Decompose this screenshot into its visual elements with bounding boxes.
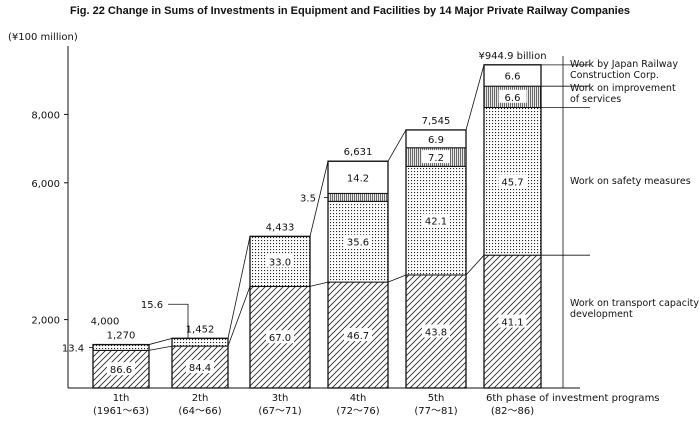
bar-segment-services bbox=[327, 192, 389, 202]
bar-total-label: 7,545 bbox=[422, 116, 451, 127]
segment-label-bg bbox=[422, 131, 450, 145]
chart-title: Fig. 22 Change in Sums of Investments in… bbox=[70, 5, 630, 17]
segment-value-label: 33.0 bbox=[269, 257, 291, 268]
bar-total-label: 6,631 bbox=[344, 147, 373, 158]
x-category-period: (77～81) bbox=[414, 406, 457, 417]
x-category-period: (1961～63) bbox=[93, 406, 149, 417]
segment-label-bg bbox=[422, 324, 450, 338]
segment-value-label: 43.8 bbox=[425, 327, 447, 338]
segment-label-bg bbox=[344, 170, 372, 184]
bar-outline bbox=[249, 235, 311, 389]
y-tick-label: 8,000 bbox=[31, 110, 60, 121]
legend-label: Work on improvement of services bbox=[570, 83, 676, 105]
bar-segment-safety bbox=[171, 337, 229, 347]
x-category-period: (64～66) bbox=[178, 406, 221, 417]
segment-label-bg bbox=[344, 234, 372, 248]
connector-line bbox=[227, 236, 251, 339]
bar-outline bbox=[92, 343, 150, 389]
segment-label-bg bbox=[422, 213, 450, 227]
segment-label-bg bbox=[422, 150, 450, 164]
leader-line bbox=[168, 303, 189, 343]
segment-value-label: 67.0 bbox=[269, 333, 291, 344]
legend-label: Work on transport capacity development bbox=[570, 298, 699, 320]
bar-outline bbox=[405, 129, 467, 389]
bar-extra-label: 4,000 bbox=[91, 317, 120, 328]
segment-label-bg bbox=[107, 362, 135, 376]
segment-label-bg bbox=[266, 330, 294, 344]
segment-value-label: 6.6 bbox=[505, 72, 521, 83]
segment-value-label: 3.5 bbox=[300, 193, 316, 204]
segment-value-label: 6.6 bbox=[505, 93, 521, 104]
bar-total-label: ¥944.9 billion bbox=[478, 51, 546, 62]
connector-line bbox=[227, 286, 251, 347]
segment-value-label: 14.2 bbox=[347, 173, 369, 184]
bar-total-label: 1,270 bbox=[107, 331, 136, 342]
y-axis-unit: (¥100 million) bbox=[8, 32, 78, 43]
segment-value-label: 6.9 bbox=[428, 135, 444, 146]
segment-value-label: 35.6 bbox=[347, 238, 369, 249]
bar-outline bbox=[483, 64, 542, 389]
segment-label-bg bbox=[498, 314, 527, 328]
y-tick-label: 6,000 bbox=[31, 179, 60, 190]
segment-value-label: 84.4 bbox=[189, 363, 211, 374]
connector-line bbox=[465, 254, 485, 276]
connector-line bbox=[387, 129, 407, 162]
segment-value-label: 41.1 bbox=[501, 318, 523, 329]
x-category-label: 2th bbox=[192, 393, 209, 404]
connector-line bbox=[309, 281, 329, 287]
segment-label-bg bbox=[498, 89, 527, 103]
bar-outline bbox=[327, 160, 389, 389]
segment-value-label: 45.7 bbox=[501, 177, 523, 188]
x-category-label: 3th bbox=[272, 393, 289, 404]
segment-value-label: 15.6 bbox=[141, 300, 163, 311]
segment-value-label: 86.6 bbox=[110, 365, 132, 376]
segment-value-label: 7.2 bbox=[428, 153, 444, 164]
legend-label: Work on safety measures bbox=[570, 176, 691, 187]
connector-line bbox=[309, 161, 329, 237]
bar-total-label: 1,452 bbox=[186, 324, 215, 335]
y-tick-label: 2,000 bbox=[31, 316, 60, 327]
x-category-period: (67～71) bbox=[258, 406, 301, 417]
bar-segment-safety bbox=[92, 344, 150, 351]
segment-label-bg bbox=[498, 174, 527, 188]
segment-label-bg bbox=[344, 328, 372, 342]
x-category-period: (72～76) bbox=[336, 406, 379, 417]
bar-total-label: 4,433 bbox=[266, 222, 295, 233]
x-category-label: 4th bbox=[350, 393, 367, 404]
segment-label-bg bbox=[186, 360, 214, 374]
segment-label-bg bbox=[498, 68, 527, 82]
connector-line bbox=[148, 345, 173, 351]
segment-value-label: 13.4 bbox=[62, 343, 84, 354]
x-category-label: 1th bbox=[113, 393, 130, 404]
connector-line bbox=[148, 337, 173, 345]
segment-value-label: 42.1 bbox=[425, 217, 447, 228]
x-category-label: 6th phase of investment programs bbox=[486, 393, 660, 404]
connector-line bbox=[465, 64, 485, 131]
segment-label-bg bbox=[266, 254, 294, 268]
bar-outline bbox=[171, 337, 229, 389]
x-category-period: (82～86) bbox=[491, 406, 534, 417]
legend-label: Work by Japan Railway Construction Corp. bbox=[570, 59, 678, 81]
segment-value-label: 46.7 bbox=[347, 331, 369, 342]
connector-line bbox=[387, 274, 407, 283]
x-category-label: 5th bbox=[428, 393, 445, 404]
